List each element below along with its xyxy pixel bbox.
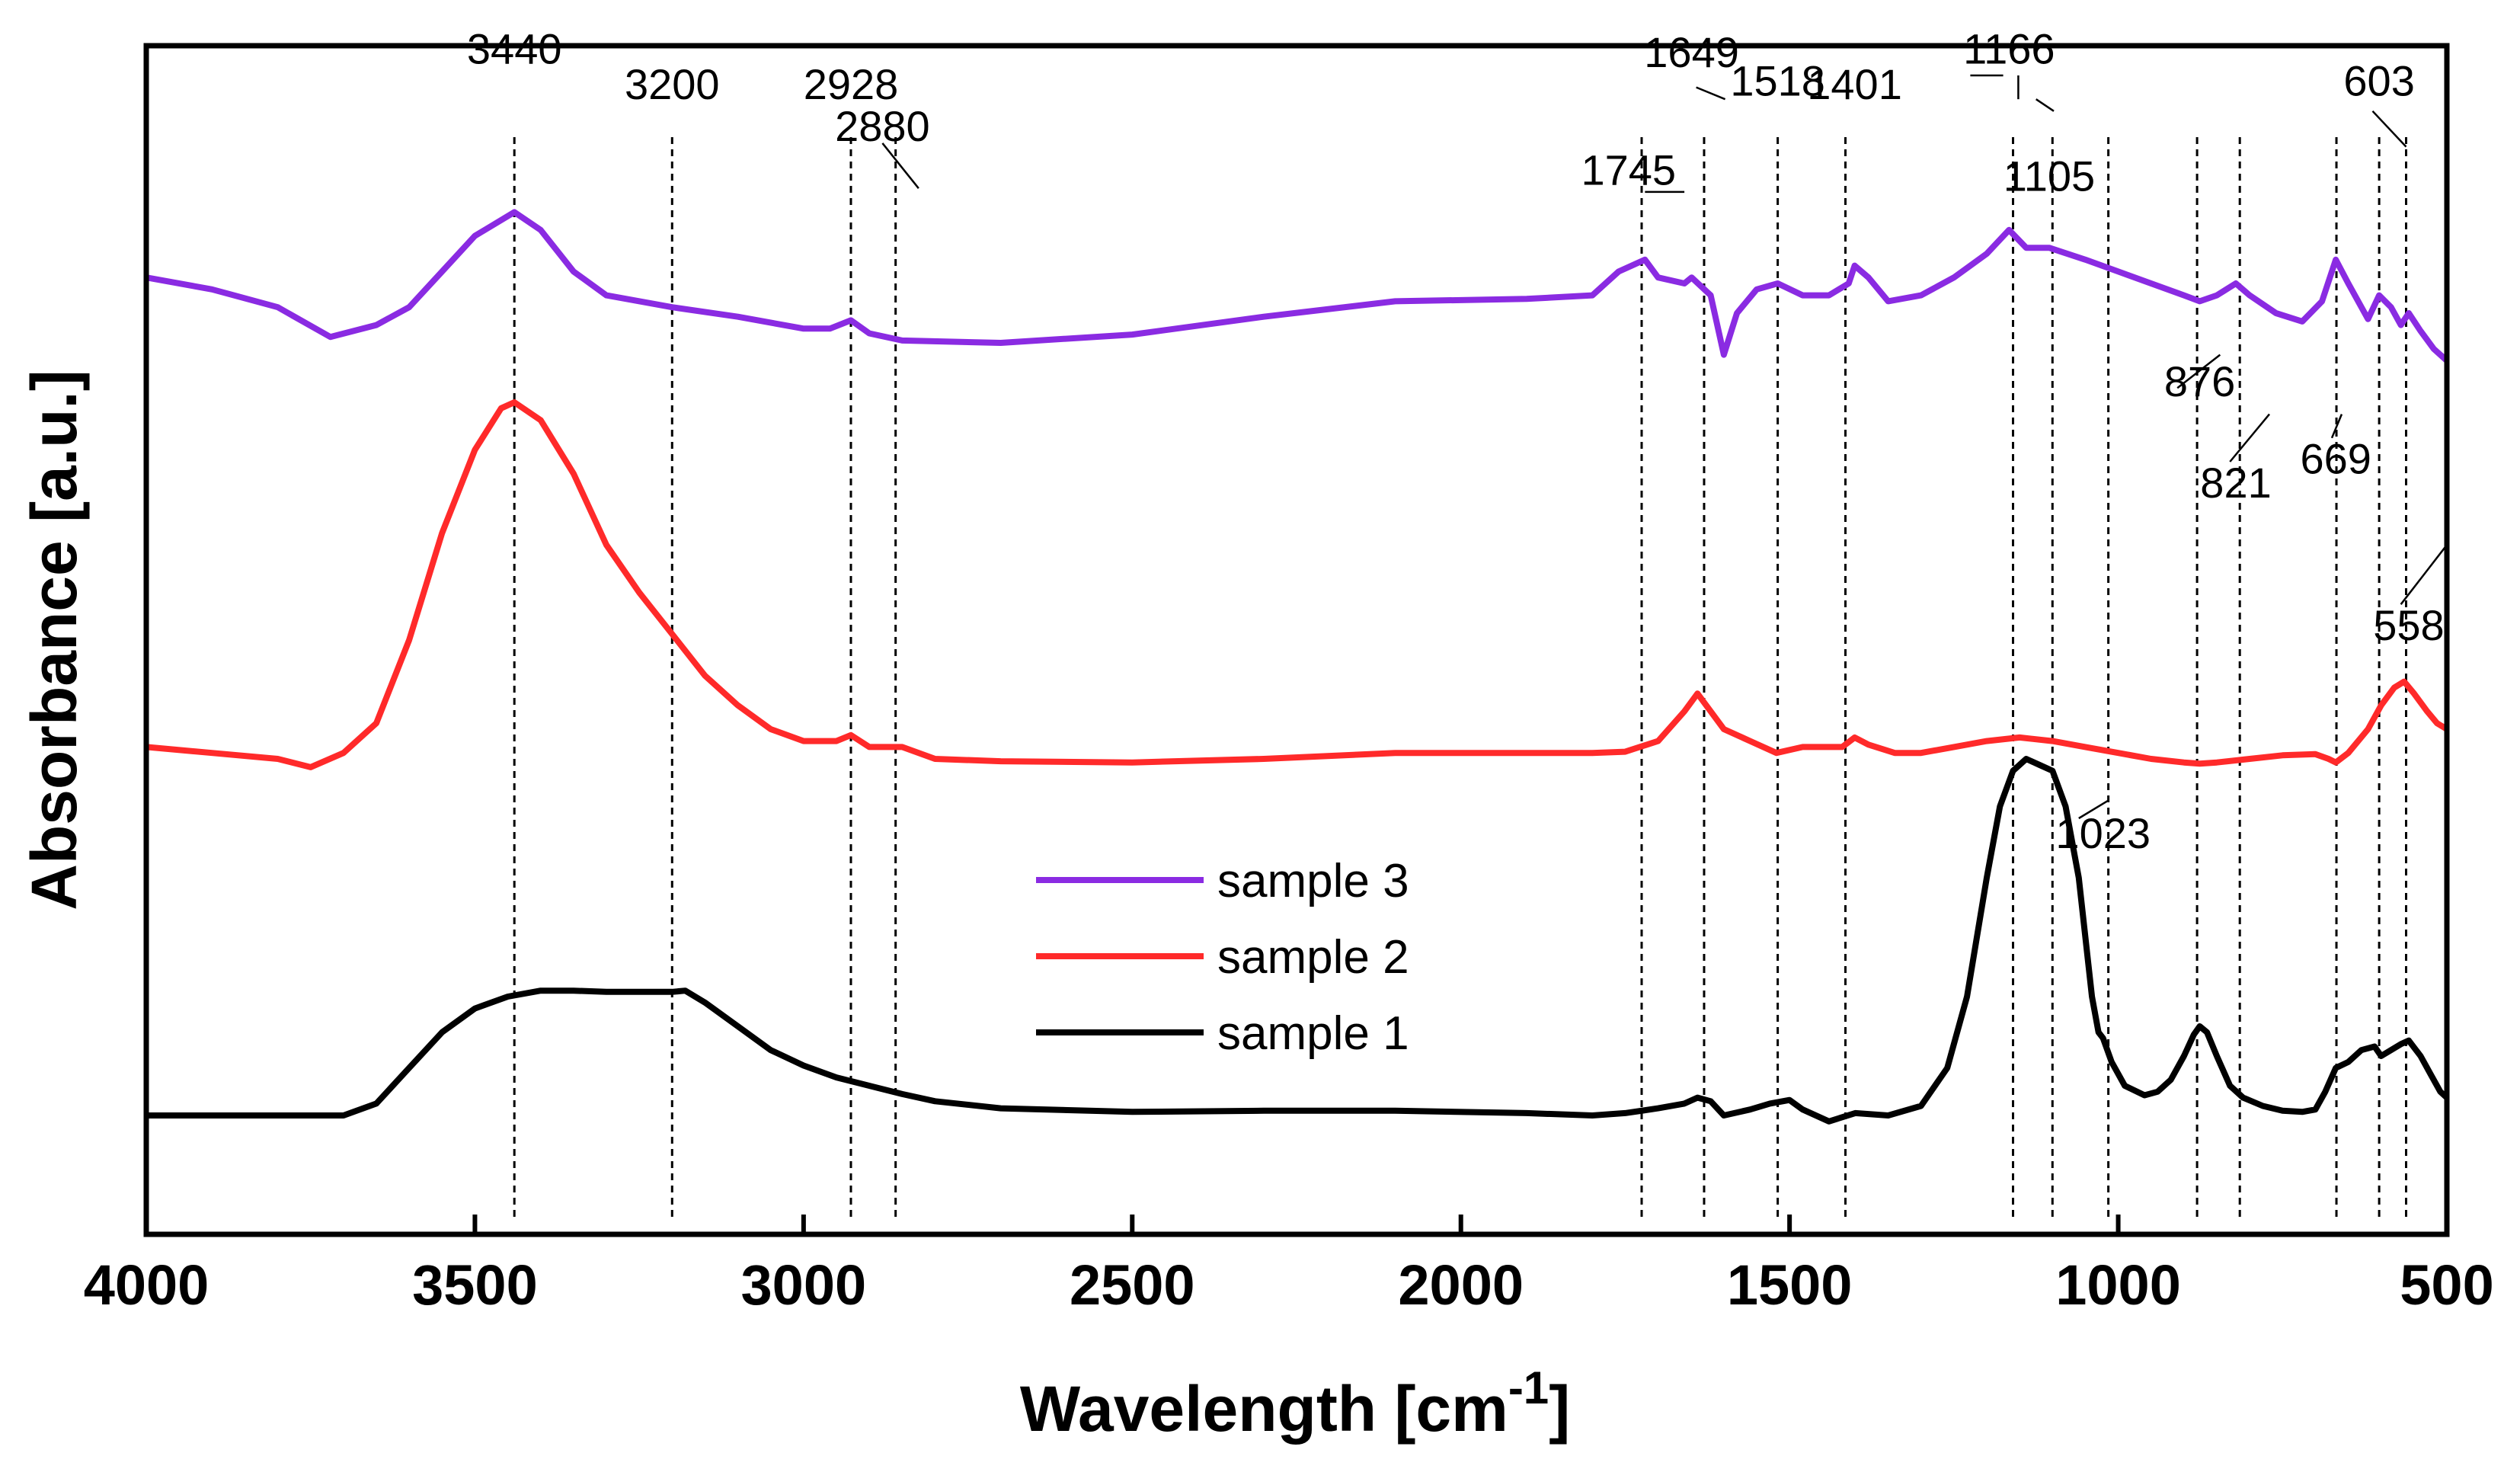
annotation-leader [2400,544,2448,605]
x-axis-ticks: 4000 3500 3000 2500 2000 1500 1000 500 [84,1215,2494,1317]
annotation-leader [881,142,919,189]
series-line-sample-2 [146,399,2449,770]
series-line-sample-1 [146,756,2449,1125]
peak-label: 1745 [1581,146,1676,194]
peak-label: 1518 [1730,57,1825,105]
peak-label: 1023 [2055,809,2151,857]
x-axis-title: Wavelength [cm-1] [1020,1362,1570,1445]
peak-label: 1649 [1644,28,1739,76]
peak-label: 603 [2343,57,2414,105]
x-tick-label: 2500 [1070,1253,1195,1317]
peak-label: 1166 [1963,24,2055,72]
peak-label: 669 [2300,435,2371,483]
annotation-leader [2371,110,2407,148]
peak-label: 1401 [1807,60,1902,108]
annotation-leader [2036,98,2055,112]
annotation-leader [2229,413,2270,462]
peak-label: 1105 [2004,152,2095,200]
peak-label: 3440 [467,24,562,72]
annotation-leader [2330,414,2343,439]
legend-label: sample 3 [1217,855,1409,907]
peak-label: 2928 [804,60,899,108]
annotation-leader [1696,86,1726,101]
peak-label: 558 [2373,601,2444,649]
x-tick-label: 2000 [1398,1253,1524,1317]
legend-label: sample 1 [1217,1007,1409,1060]
legend: sample 3 sample 2 sample 1 [1036,855,1409,1060]
plot-frame [143,43,2450,1237]
x-tick-label: 3000 [741,1253,867,1317]
peak-label: 2880 [835,102,930,150]
x-axis-title-superscript: -1 [1508,1362,1549,1413]
x-tick-label: 1000 [2055,1253,2181,1317]
legend-label: sample 2 [1217,931,1409,984]
peak-label: 876 [2164,357,2235,405]
annotation-leader [2176,354,2221,389]
y-axis-title: Absorbance [a.u.] [18,370,90,910]
x-tick-label: 4000 [84,1253,209,1317]
x-tick-label: 1500 [1727,1253,1853,1317]
series-layer [146,209,2449,1125]
peak-label: 821 [2200,459,2271,507]
peak-label: 3200 [625,60,720,108]
annotation-leader [2078,799,2109,820]
x-tick-label: 3500 [412,1253,538,1317]
x-tick-label: 500 [2400,1253,2493,1317]
series-line-sample-3 [146,209,2449,363]
